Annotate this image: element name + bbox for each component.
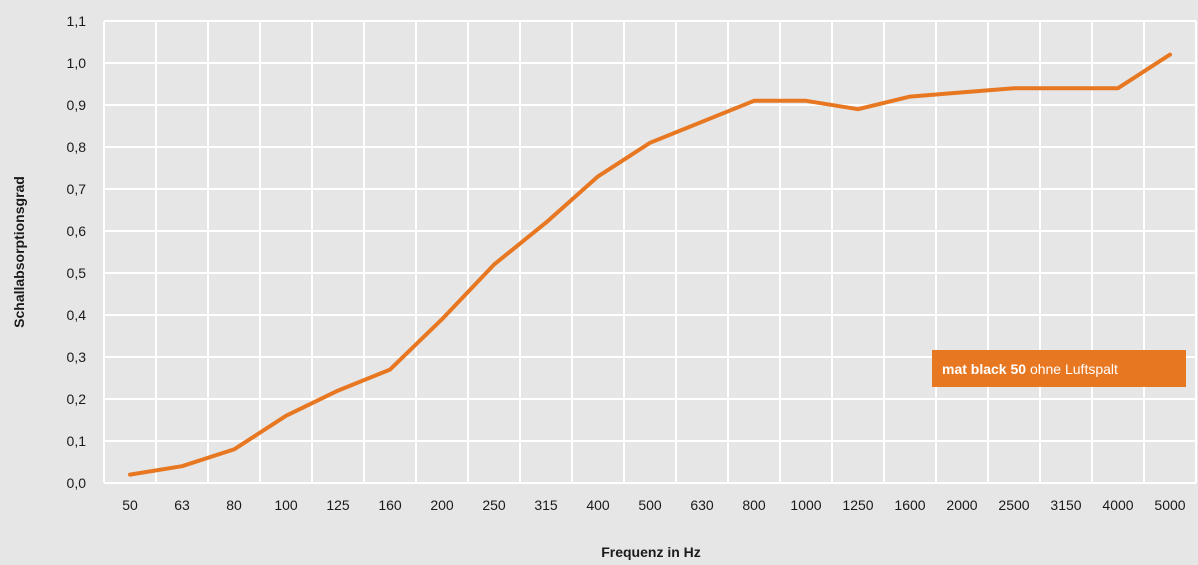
x-tick-label: 315 xyxy=(534,497,558,513)
x-tick-label: 500 xyxy=(638,497,662,513)
data-point xyxy=(596,174,600,178)
grid xyxy=(103,20,1197,484)
data-point xyxy=(856,107,860,111)
x-tick-label: 200 xyxy=(430,497,454,513)
y-tick-label: 0,9 xyxy=(67,97,87,113)
data-point xyxy=(1064,86,1068,90)
data-point xyxy=(908,95,912,99)
series-layer xyxy=(128,52,1172,477)
y-tick-label: 0,2 xyxy=(67,391,87,407)
data-point xyxy=(388,368,392,372)
legend-label-rest: ohne Luftspalt xyxy=(1026,360,1118,377)
x-tick-label: 800 xyxy=(742,497,766,513)
data-point xyxy=(232,447,236,451)
x-tick-label: 63 xyxy=(174,497,190,513)
legend: mat black 50 ohne Luftspalt xyxy=(932,350,1186,387)
x-tick-label: 80 xyxy=(226,497,242,513)
y-tick-label: 0,3 xyxy=(67,349,87,365)
y-axis-ticks: 0,0 0,1 0,2 0,3 0,4 0,5 0,6 0,7 0,8 0,9 1,0 1,1 xyxy=(67,13,87,491)
data-point xyxy=(1116,86,1120,90)
x-axis-title: Frequenz in Hz xyxy=(601,544,701,560)
data-point xyxy=(128,473,132,477)
x-tick-label: 250 xyxy=(482,497,506,513)
x-tick-label: 5000 xyxy=(1154,497,1185,513)
data-point xyxy=(284,414,288,418)
y-tick-label: 0,1 xyxy=(67,433,87,449)
x-tick-label: 3150 xyxy=(1050,497,1081,513)
x-tick-label: 1600 xyxy=(894,497,925,513)
data-point xyxy=(440,317,444,321)
x-tick-label: 2500 xyxy=(998,497,1029,513)
data-point xyxy=(1168,53,1172,57)
y-tick-label: 1,0 xyxy=(67,55,87,71)
x-tick-label: 125 xyxy=(326,497,350,513)
data-point xyxy=(336,389,340,393)
x-tick-label: 160 xyxy=(378,497,402,513)
x-tick-label: 400 xyxy=(586,497,610,513)
y-tick-label: 0,8 xyxy=(67,139,87,155)
y-tick-label: 0,4 xyxy=(67,307,87,323)
x-tick-label: 2000 xyxy=(946,497,977,513)
y-tick-label: 0,5 xyxy=(67,265,87,281)
data-point xyxy=(180,464,184,468)
data-point xyxy=(960,90,964,94)
x-tick-label: 100 xyxy=(274,497,298,513)
x-tick-label: 4000 xyxy=(1102,497,1133,513)
x-axis-ticks: 50 63 80 100 125 160 200 250 315 400 500 630 800 1000… xyxy=(122,497,1186,513)
data-point xyxy=(648,141,652,145)
y-tick-label: 1,1 xyxy=(67,13,87,29)
data-point xyxy=(1012,86,1016,90)
x-tick-label: 1250 xyxy=(842,497,873,513)
y-axis-title: Schallabsorptionsgrad xyxy=(11,176,27,328)
legend-label-bold: mat black 50 xyxy=(942,360,1027,377)
data-point xyxy=(700,120,704,124)
y-tick-label: 0,6 xyxy=(67,223,87,239)
x-tick-label: 630 xyxy=(690,497,714,513)
series-line xyxy=(128,52,1172,477)
y-tick-label: 0,0 xyxy=(67,475,87,491)
data-point xyxy=(752,99,756,103)
data-point xyxy=(804,99,808,103)
x-tick-label: 1000 xyxy=(790,497,821,513)
data-point xyxy=(544,221,548,225)
data-point xyxy=(492,263,496,267)
x-tick-label: 50 xyxy=(122,497,138,513)
y-tick-label: 0,7 xyxy=(67,181,87,197)
